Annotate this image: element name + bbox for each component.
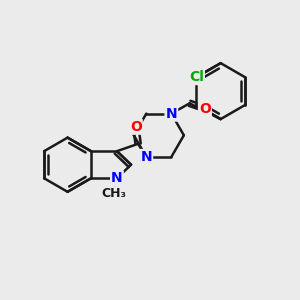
Text: O: O — [199, 102, 211, 116]
Text: CH₃: CH₃ — [101, 187, 127, 200]
Text: N: N — [111, 171, 123, 185]
Text: Cl: Cl — [189, 70, 204, 84]
Text: N: N — [140, 150, 152, 164]
Text: O: O — [130, 120, 142, 134]
Text: N: N — [166, 106, 177, 121]
